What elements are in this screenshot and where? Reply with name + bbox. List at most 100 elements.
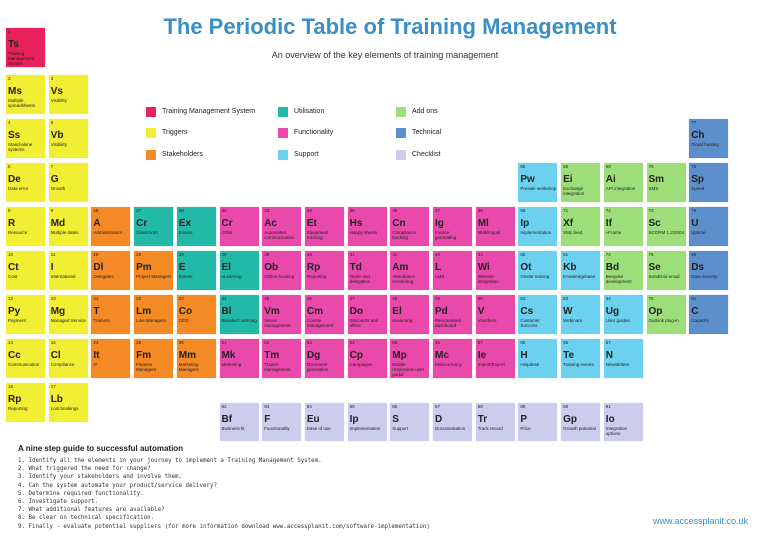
element-name: Exams xyxy=(178,230,193,235)
element-name: Blended Learning xyxy=(221,318,257,323)
element-number: 72 xyxy=(605,208,611,213)
element-tr: 88 Tr Track record xyxy=(474,402,516,442)
element-name: Presale workshop xyxy=(520,186,557,191)
element-cm: 46 Cm Course management xyxy=(303,294,345,335)
element-number: 3 xyxy=(50,76,54,81)
element-number: 56 xyxy=(435,340,441,345)
element-symbol: V xyxy=(477,306,485,317)
guide-step: 8. Be clear on technical specification. xyxy=(18,515,155,522)
element-i: 11 I International xyxy=(47,250,89,291)
element-number: 81 xyxy=(691,296,697,301)
element-name: Project Managers xyxy=(136,274,172,279)
element-symbol: P xyxy=(520,414,528,425)
element-symbol: Ai xyxy=(605,174,616,185)
element-symbol: S xyxy=(392,414,399,425)
element-ds: 80 Ds Data security xyxy=(688,250,730,291)
element-lb: 17 Lb Lost bookings xyxy=(47,382,89,423)
guide-step: 5. Determine required functionality. xyxy=(18,490,144,497)
element-number: 86 xyxy=(392,404,398,409)
element-name: Business fit xyxy=(221,426,245,431)
element-name: Marketing Managers xyxy=(178,362,199,372)
guide: A nine step guide to successful automati… xyxy=(18,444,430,531)
element-s: 86 S Support xyxy=(389,402,431,442)
element-cc: 14 Cc Communication xyxy=(5,338,46,379)
element-number: 71 xyxy=(563,208,569,213)
element-cn: 36 Cn Compliance tracking xyxy=(389,206,431,247)
element-symbol: Te xyxy=(563,350,575,361)
element-number: 64 xyxy=(605,296,611,301)
element-pm: 20 Pm Project Managers xyxy=(133,250,175,291)
element-symbol: Bd xyxy=(605,262,620,273)
element-symbol: Mc xyxy=(435,350,449,361)
element-co: 23 Co CEO xyxy=(175,294,217,335)
element-number: 55 xyxy=(392,340,398,345)
element-op: 76 Op Outlook plug-in xyxy=(645,294,687,335)
element-name: Discounts and offers xyxy=(349,318,379,328)
website-link[interactable]: www.accessplanit.co.uk xyxy=(652,516,748,526)
element-kb: 61 Kb Knowledgebase xyxy=(560,250,602,291)
element-number: 20 xyxy=(136,252,142,257)
element-name: Training events xyxy=(563,362,594,367)
element-md: 9 Md Multiple dates xyxy=(47,206,89,247)
element-number: 16 xyxy=(8,384,14,389)
element-name: User guides xyxy=(605,318,630,323)
element-symbol: Cl xyxy=(50,350,61,361)
element-name: Support xyxy=(392,426,409,431)
element-symbol: Mm xyxy=(178,350,197,361)
element-symbol: Ig xyxy=(435,218,444,229)
legend-label: Checklist xyxy=(412,151,441,158)
element-u: 79 U Uptime xyxy=(688,206,730,247)
element-number: 14 xyxy=(8,340,14,345)
element-cp: 54 Cp Campaigns xyxy=(346,338,388,379)
element-ch: 77 Ch Cloud hosting xyxy=(688,118,730,159)
element-symbol: F xyxy=(264,414,271,425)
element-symbol: E xyxy=(178,262,186,273)
element-name: Venue management xyxy=(264,318,291,328)
element-number: 52 xyxy=(264,340,270,345)
element-symbol: Rp xyxy=(8,394,22,405)
element-number: 35 xyxy=(349,208,355,213)
element-number: 85 xyxy=(349,404,355,409)
element-mk: 51 Mk Marketing xyxy=(218,338,260,379)
element-name: Visibility xyxy=(50,98,67,103)
legend-swatch-stakeholder xyxy=(146,150,156,160)
element-name: Import/Export xyxy=(477,362,505,367)
element-ts: 1 Ts Training Management System xyxy=(5,27,46,68)
element-name: SCORM 1.2/2004 xyxy=(648,230,685,235)
element-r: 8 R Resource xyxy=(5,206,46,247)
element-name: Payment xyxy=(8,318,26,323)
element-number: 77 xyxy=(691,120,697,125)
legend-swatch-checklist xyxy=(396,150,406,160)
element-name: Compliance xyxy=(50,362,75,367)
element-name: Growth xyxy=(50,186,66,191)
element-name: Ease of use xyxy=(306,426,331,431)
element-number: 49 xyxy=(435,296,441,301)
legend-swatch-technical xyxy=(396,128,406,138)
element-number: 44 xyxy=(477,252,483,257)
element-f: 83 F Functionality xyxy=(261,402,303,442)
element-name: Training Management System xyxy=(8,51,35,66)
guide-steps: 1. Identify all the elements in your jou… xyxy=(18,457,430,531)
element-number: 11 xyxy=(50,252,56,257)
element-name: Compliance tracking xyxy=(392,230,417,240)
element-number: 8 xyxy=(8,208,11,213)
element-io: 91 Io Integration options xyxy=(602,402,644,442)
element-number: 53 xyxy=(306,340,312,345)
legend-swatch-addons xyxy=(396,107,406,117)
element-symbol: D xyxy=(435,414,443,425)
element-number: 46 xyxy=(306,296,312,301)
element-number: 7 xyxy=(50,164,54,169)
element-number: 73 xyxy=(648,208,654,213)
element-symbol: Et xyxy=(306,218,317,229)
element-number: 31 xyxy=(221,296,227,301)
element-fm: 25 Fm Finance Managers xyxy=(133,338,175,379)
element-symbol: Ex xyxy=(178,218,192,229)
element-sm: 70 Sm SMS xyxy=(645,162,687,203)
element-symbol: Ds xyxy=(691,262,704,273)
element-vs: 3 Vs Visibility xyxy=(47,74,89,115)
guide-step: 4. Can the system automate your product/… xyxy=(18,482,217,489)
element-vm: 45 Vm Venue management xyxy=(261,294,303,335)
element-bd: 74 Bd Bespoke development xyxy=(602,250,644,291)
element-number: 82 xyxy=(221,404,227,409)
element-number: 30 xyxy=(221,252,227,257)
